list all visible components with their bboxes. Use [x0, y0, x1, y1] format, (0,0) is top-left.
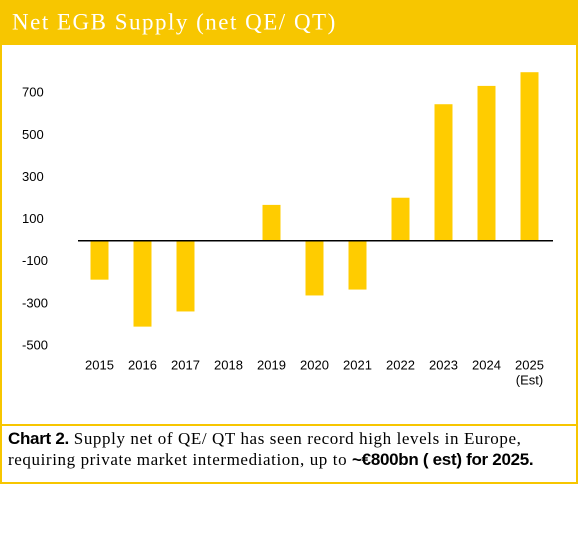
caption: Chart 2. Supply net of QE/ QT has seen r… — [8, 428, 568, 470]
x-tick-label: 2015 — [85, 357, 114, 372]
x-tick-label: 2017 — [171, 357, 200, 372]
caption-highlight: ~€800bn ( est) for 2025. — [352, 450, 534, 469]
y-tick-label: 100 — [22, 211, 44, 226]
y-tick-label: 300 — [22, 169, 44, 184]
bar — [348, 240, 367, 290]
x-tick-note: (Est) — [516, 372, 543, 387]
caption-label: Chart 2. — [8, 429, 69, 448]
x-tick-label: 2019 — [257, 357, 286, 372]
x-tick-label: 2016 — [128, 357, 157, 372]
y-tick-label: 500 — [22, 127, 44, 142]
bar — [434, 104, 453, 241]
frame — [0, 0, 578, 484]
y-tick-label: -300 — [22, 295, 48, 310]
x-tick-label: 2021 — [343, 357, 372, 372]
bar — [477, 85, 496, 241]
x-tick-label: 2025 — [515, 357, 544, 372]
chart-title: Net EGB Supply (net QE/ QT) — [12, 9, 337, 34]
bar — [133, 240, 152, 327]
bar — [90, 240, 109, 280]
bar — [176, 240, 195, 312]
x-tick-label: 2018 — [214, 357, 243, 372]
x-tick-label: 2023 — [429, 357, 458, 372]
bar — [262, 204, 281, 241]
bar — [520, 72, 539, 241]
x-tick-label: 2024 — [472, 357, 501, 372]
caption-text: Supply net of QE/ QT has seen record hig… — [8, 429, 522, 469]
y-tick-label: -500 — [22, 337, 48, 352]
x-tick-label: 2022 — [386, 357, 415, 372]
bar — [391, 197, 410, 241]
bar — [305, 240, 324, 296]
y-tick-label: 700 — [22, 85, 44, 100]
x-tick-label: 2020 — [300, 357, 329, 372]
title-bar — [0, 0, 578, 45]
y-tick-label: -100 — [22, 253, 48, 268]
